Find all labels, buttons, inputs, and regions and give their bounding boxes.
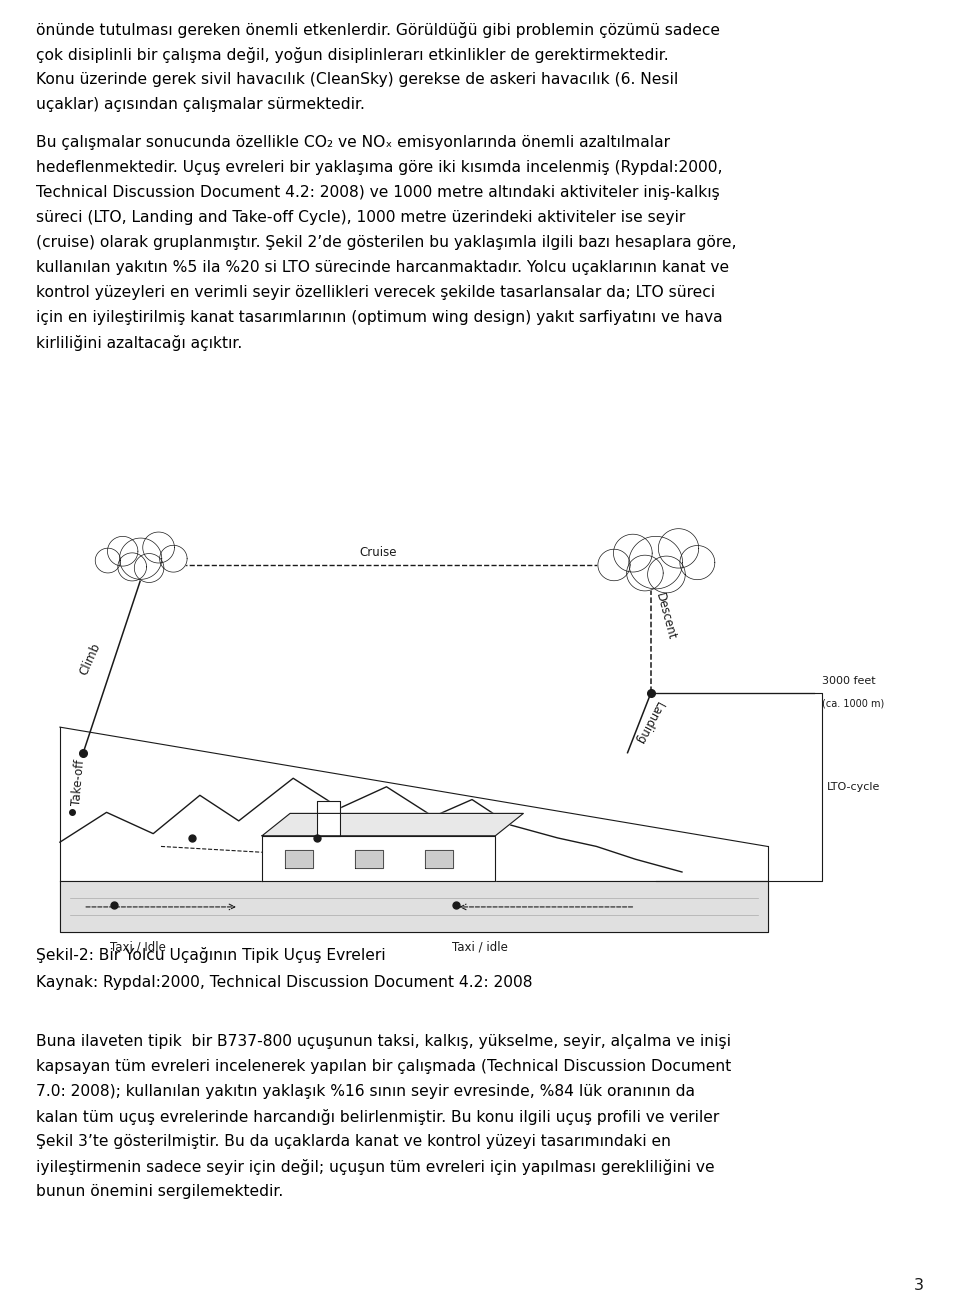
- Text: Bu çalışmalar sonucunda özellikle CO₂ ve NOₓ emisyonlarında önemli azaltılmalar: Bu çalışmalar sonucunda özellikle CO₂ ve…: [36, 136, 670, 150]
- Text: Landing: Landing: [632, 698, 665, 747]
- Text: kullanılan yakıtın %5 ila %20 si LTO sürecinde harcanmaktadır. Yolcu uçaklarının: kullanılan yakıtın %5 ila %20 si LTO sür…: [36, 261, 730, 275]
- Polygon shape: [648, 556, 685, 593]
- Polygon shape: [108, 537, 138, 566]
- Polygon shape: [613, 534, 652, 572]
- Text: Taxi / Idle: Taxi / Idle: [109, 941, 166, 954]
- Polygon shape: [95, 549, 121, 573]
- Polygon shape: [629, 537, 683, 589]
- Text: önünde tutulması gereken önemli etkenlerdir. Görüldüğü gibi problemin çözümü sad: önünde tutulması gereken önemli etkenler…: [36, 22, 720, 38]
- Polygon shape: [120, 538, 161, 580]
- Text: Cruise: Cruise: [360, 546, 397, 559]
- Text: Climb: Climb: [78, 641, 104, 678]
- Text: kalan tüm uçuş evrelerinde harcandığı belirlenmiştir. Bu konu ilgili uçuş profil: kalan tüm uçuş evrelerinde harcandığı be…: [36, 1109, 720, 1124]
- Polygon shape: [118, 552, 147, 581]
- Text: Descent: Descent: [653, 592, 678, 641]
- Polygon shape: [159, 545, 187, 572]
- Polygon shape: [143, 532, 175, 563]
- Text: 3: 3: [914, 1277, 924, 1293]
- Text: Şekil-2: Bir Yolcu Uçağının Tipik Uçuş Evreleri: Şekil-2: Bir Yolcu Uçağının Tipik Uçuş E…: [36, 947, 386, 963]
- Text: Technical Discussion Document 4.2: 2008) ve 1000 metre altındaki aktiviteler ini: Technical Discussion Document 4.2: 2008)…: [36, 185, 720, 201]
- Text: kontrol yüzeyleri en verimli seyir özellikleri verecek şekilde tasarlansalar da;: kontrol yüzeyleri en verimli seyir özell…: [36, 285, 715, 301]
- Text: Kaynak: Rypdal:2000, Technical Discussion Document 4.2: 2008: Kaynak: Rypdal:2000, Technical Discussio…: [36, 975, 533, 990]
- Text: 7.0: 2008); kullanılan yakıtın yaklaşık %16 sının seyir evresinde, %84 lük oranı: 7.0: 2008); kullanılan yakıtın yaklaşık …: [36, 1084, 695, 1098]
- Text: iyileştirmenin sadece seyir için değil; uçuşun tüm evreleri için yapılması gerek: iyileştirmenin sadece seyir için değil; …: [36, 1158, 715, 1175]
- Polygon shape: [598, 550, 630, 581]
- Polygon shape: [627, 555, 663, 590]
- Text: çok disiplinli bir çalışma değil, yoğun disiplinlerarı etkinlikler de gerektirme: çok disiplinli bir çalışma değil, yoğun …: [36, 47, 669, 63]
- Polygon shape: [317, 800, 340, 835]
- Polygon shape: [680, 546, 715, 580]
- Text: Take-off: Take-off: [70, 758, 87, 807]
- Text: süreci (LTO, Landing and Take-off Cycle), 1000 metre üzerindeki aktiviteler ise : süreci (LTO, Landing and Take-off Cycle)…: [36, 210, 685, 225]
- Text: kapsayan tüm evreleri incelenerek yapılan bir çalışmada (Technical Discussion Do: kapsayan tüm evreleri incelenerek yapıla…: [36, 1059, 732, 1074]
- Polygon shape: [60, 881, 768, 932]
- Polygon shape: [355, 850, 383, 868]
- Polygon shape: [134, 554, 164, 582]
- Text: Buna ilaveten tipik  bir B737-800 uçuşunun taksi, kalkış, yükselme, seyir, alçal: Buna ilaveten tipik bir B737-800 uçuşunu…: [36, 1033, 732, 1049]
- Polygon shape: [262, 813, 523, 835]
- Text: (cruise) olarak gruplanmıştır. Şekil 2’de gösterilen bu yaklaşımla ilgili bazı h: (cruise) olarak gruplanmıştır. Şekil 2’d…: [36, 236, 737, 250]
- Text: Konu üzerinde gerek sivil havacılık (CleanSky) gerekse de askeri havacılık (6. N: Konu üzerinde gerek sivil havacılık (Cle…: [36, 72, 679, 87]
- Text: Şekil 3’te gösterilmiştir. Bu da uçaklarda kanat ve kontrol yüzeyi tasarımındaki: Şekil 3’te gösterilmiştir. Bu da uçaklar…: [36, 1134, 671, 1149]
- Text: (ca. 1000 m): (ca. 1000 m): [822, 698, 884, 709]
- Text: uçaklar) açısından çalışmalar sürmektedir.: uçaklar) açısından çalışmalar sürmektedi…: [36, 98, 366, 112]
- Polygon shape: [659, 529, 699, 568]
- Polygon shape: [262, 835, 495, 881]
- Text: Taxi / idle: Taxi / idle: [452, 941, 508, 954]
- Text: 3000 feet: 3000 feet: [822, 676, 876, 687]
- Polygon shape: [425, 850, 453, 868]
- Text: kirliliğini azaltacağı açıktır.: kirliliğini azaltacağı açıktır.: [36, 335, 243, 352]
- Text: hedeflenmektedir. Uçuş evreleri bir yaklaşıma göre iki kısımda incelenmiş (Rypda: hedeflenmektedir. Uçuş evreleri bir yakl…: [36, 160, 723, 176]
- Text: bunun önemini sergilemektedir.: bunun önemini sergilemektedir.: [36, 1184, 284, 1199]
- Polygon shape: [285, 850, 313, 868]
- Text: için en iyileştirilmiş kanat tasarımlarının (optimum wing design) yakıt sarfiyat: için en iyileştirilmiş kanat tasarımları…: [36, 310, 723, 326]
- Text: LTO-cycle: LTO-cycle: [827, 782, 880, 792]
